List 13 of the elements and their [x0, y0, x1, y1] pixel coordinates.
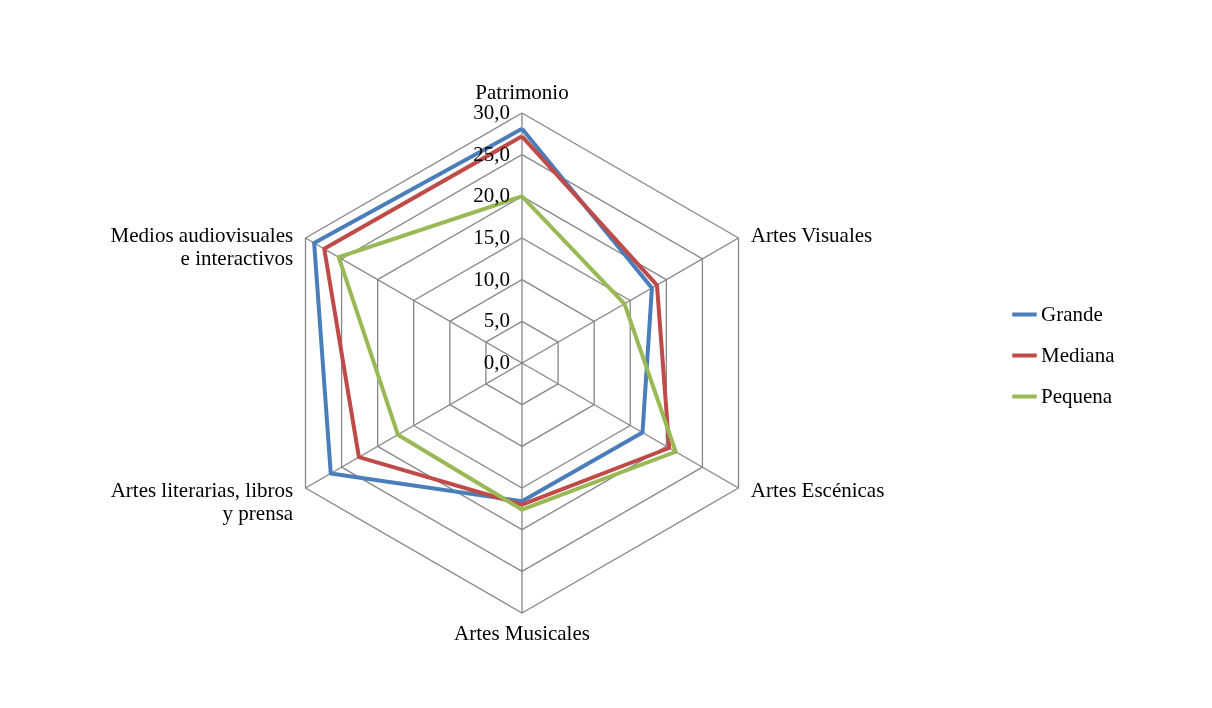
spoke-label: Artes Musicales	[454, 621, 590, 645]
spoke-label: Artes Escénicas	[750, 477, 885, 502]
y-tick-label: 5,0	[483, 308, 510, 333]
legend-label: Grande	[1041, 301, 1103, 326]
y-tick-label: 10,0	[473, 266, 510, 291]
y-tick-label: 20,0	[473, 183, 510, 208]
spoke-label: Medios audiovisuales e interactivos	[110, 222, 294, 270]
spoke-label: Artes literarias, libros y prensa	[110, 477, 294, 525]
y-tick-label: 15,0	[473, 225, 510, 249]
legend-label: Pequena	[1041, 383, 1113, 408]
legend-label: Mediana	[1041, 342, 1116, 367]
spoke-label: Artes Visuales	[750, 222, 873, 247]
y-tick-label: 0,0	[483, 350, 510, 374]
